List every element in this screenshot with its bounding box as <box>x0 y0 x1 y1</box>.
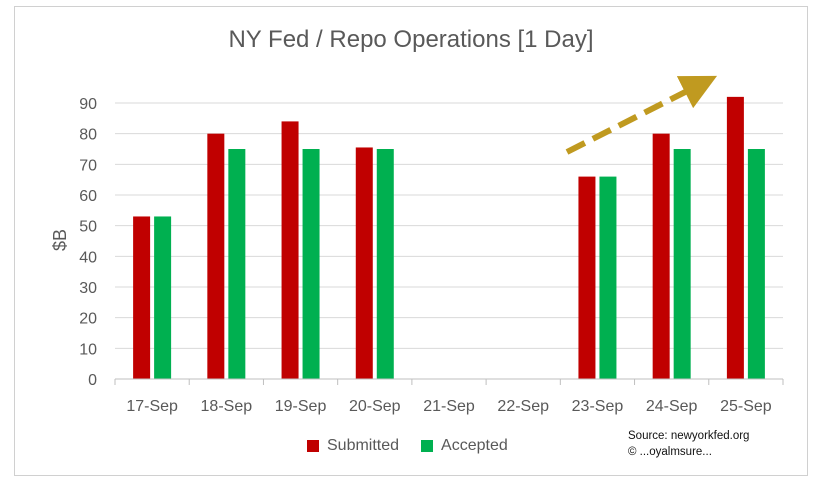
y-tick-label-30: 30 <box>79 280 97 297</box>
bar-submitted-17-Sep <box>133 216 151 379</box>
bars <box>133 96 765 380</box>
source-note: Source: newyorkfed.org © ...oyalmsure... <box>628 428 749 460</box>
y-tick-label-90: 90 <box>79 96 97 113</box>
bar-accepted-23-Sep <box>599 176 617 379</box>
bar-submitted-25-Sep <box>726 96 744 379</box>
legend-swatch-submitted <box>307 440 319 452</box>
gridlines <box>115 102 783 349</box>
bar-submitted-19-Sep <box>281 121 299 380</box>
legend-item-submitted: Submitted <box>307 437 399 455</box>
chart-title: NY Fed / Repo Operations [1 Day] <box>228 26 594 53</box>
bar-accepted-18-Sep <box>228 149 246 379</box>
legend-item-accepted: Accepted <box>421 437 508 455</box>
bar-submitted-23-Sep <box>578 176 596 379</box>
y-tick-label-60: 60 <box>79 188 97 205</box>
bar-accepted-19-Sep <box>302 149 320 379</box>
x-tick-label-23-Sep: 23-Sep <box>572 398 624 415</box>
y-tick-label-80: 80 <box>79 127 97 144</box>
x-tick-label-24-Sep: 24-Sep <box>646 398 698 415</box>
legend-swatch-accepted <box>421 440 434 452</box>
bar-submitted-20-Sep <box>355 147 373 379</box>
y-axis-label: $B <box>50 229 70 251</box>
bar-submitted-18-Sep <box>207 133 225 379</box>
source-line-2: © ...oyalmsure... <box>628 446 712 458</box>
x-tick-label-20-Sep: 20-Sep <box>349 398 401 415</box>
bar-submitted-24-Sep <box>652 133 670 379</box>
legend-label-submitted: Submitted <box>327 437 400 454</box>
trend-arrow <box>565 75 718 155</box>
y-tick-label-10: 10 <box>79 341 97 358</box>
x-tick-label-21-Sep: 21-Sep <box>423 398 475 415</box>
bar-accepted-17-Sep <box>154 216 172 379</box>
y-tick-label-70: 70 <box>79 157 97 174</box>
legend-label-accepted: Accepted <box>441 437 508 454</box>
x-tick-label-22-Sep: 22-Sep <box>497 398 549 415</box>
y-tick-label-50: 50 <box>79 219 97 236</box>
y-tick-label-20: 20 <box>79 311 97 328</box>
x-tick-label-19-Sep: 19-Sep <box>275 398 327 415</box>
y-tick-label-40: 40 <box>79 249 97 266</box>
x-tick-label-25-Sep: 25-Sep <box>720 398 772 415</box>
bar-accepted-24-Sep <box>673 149 691 379</box>
bar-accepted-20-Sep <box>376 149 394 379</box>
legend: Submitted Accepted <box>307 437 508 455</box>
bar-accepted-25-Sep <box>747 149 765 379</box>
y-tick-label-0: 0 <box>88 372 97 389</box>
x-tick-label-18-Sep: 18-Sep <box>201 398 253 415</box>
x-tick-label-17-Sep: 17-Sep <box>126 398 178 415</box>
source-line-1: Source: newyorkfed.org <box>628 430 750 442</box>
axes: 0 10 20 30 40 50 60 70 80 90 17-Sep 18-Sep 19-Sep 20-… <box>79 96 784 415</box>
